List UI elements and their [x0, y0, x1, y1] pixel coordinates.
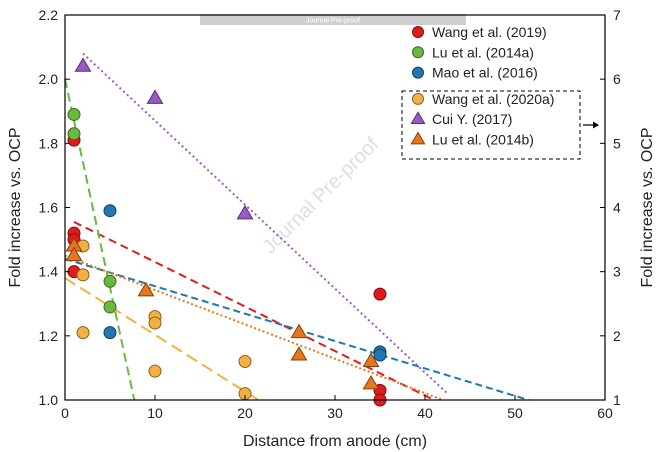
x-axis-ticks: 0 10 20 30 40 50 60 — [61, 395, 613, 421]
fit-line-wang-et-al-2020a — [64, 277, 260, 401]
x-tick-label: 40 — [417, 405, 433, 421]
watermark-banner-text: Journal Pre-proof — [306, 18, 360, 25]
fit-line-wang-et-al-2019 — [73, 221, 435, 401]
y2-tick-label: 5 — [613, 135, 621, 151]
data-point-lu-et-al-2014a — [67, 127, 81, 141]
data-point-mao-et-al-2016 — [103, 326, 117, 340]
legend-marker-mao-et-al-2016 — [412, 66, 424, 79]
data-point-lu-et-al-2014b — [65, 246, 83, 262]
data-point-lu-et-al-2014a — [103, 300, 117, 314]
legend-marker-wang-et-al-2019 — [412, 26, 424, 38]
y2-tick-label: 1 — [613, 392, 621, 408]
x-tick-label: 30 — [327, 405, 343, 421]
fit-line-cui-y-2017 — [82, 52, 449, 395]
x-tick-label: 60 — [597, 405, 613, 421]
y-tick-label: 1.6 — [39, 200, 59, 216]
y2-tick-label: 2 — [613, 328, 621, 344]
x-tick-label: 20 — [237, 405, 253, 421]
legend-label-cui-y-2017: Cui Y. (2017) — [432, 111, 512, 127]
data-point-lu-et-al-2014b — [362, 352, 380, 367]
watermark-banner — [200, 14, 466, 25]
x-tick-label: 0 — [61, 405, 69, 421]
y-tick-label: 1.4 — [39, 264, 59, 280]
x-tick-label: 50 — [507, 405, 523, 421]
y2-axis-title: Fold increase vs. OCP — [639, 127, 656, 287]
legend-marker-lu-et-al-2014b — [410, 131, 426, 145]
data-point-wang-et-al-2020a — [76, 326, 90, 340]
legend-label-lu-et-al-2014a: Lu et al. (2014a) — [432, 44, 534, 60]
y-tick-label: 2.2 — [39, 7, 59, 23]
y2-tick-label: 3 — [613, 264, 621, 280]
y-tick-label: 1.8 — [39, 135, 59, 151]
data-point-cui-y-2017 — [146, 89, 164, 104]
data-point-wang-et-al-2020a — [238, 355, 252, 368]
y2-tick-label: 6 — [613, 71, 621, 87]
y-tick-label: 2.0 — [39, 71, 59, 87]
data-point-lu-et-al-2014b — [137, 281, 155, 297]
data-points — [65, 57, 387, 407]
x-tick-label: 10 — [147, 405, 163, 421]
legend-label-lu-et-al-2014b: Lu et al. (2014b) — [432, 132, 534, 148]
legend-marker-lu-et-al-2014a — [412, 46, 424, 59]
data-point-lu-et-al-2014b — [290, 323, 308, 339]
fit-line-lu-et-al-2014a — [64, 78, 136, 401]
y-axis-ticks: 1.0 1.2 1.4 1.6 1.8 2.0 2.2 — [39, 7, 70, 408]
legend-label-mao-et-al-2016: Mao et al. (2016) — [432, 65, 538, 81]
data-point-lu-et-al-2014b — [362, 374, 380, 390]
y-tick-label: 1.0 — [39, 392, 59, 408]
data-point-lu-et-al-2014a — [67, 107, 81, 121]
data-point-cui-y-2017 — [236, 204, 254, 220]
legend-marker-cui-y-2017 — [410, 111, 426, 125]
secondary-axis-arrow-icon — [583, 121, 599, 129]
y2-tick-label: 7 — [613, 7, 621, 23]
y-tick-label: 1.2 — [39, 328, 59, 344]
y-axis-title: Fold increase vs. OCP — [7, 127, 24, 287]
x-axis-title: Distance from anode (cm) — [243, 433, 427, 450]
data-point-lu-et-al-2014b — [290, 346, 308, 361]
legend-marker-wang-et-al-2020a — [412, 92, 424, 105]
legend: Wang et al. (2019) Lu et al. (2014a) Mao e… — [401, 24, 599, 160]
data-point-wang-et-al-2020a — [76, 268, 90, 282]
legend-secondary-box — [401, 90, 581, 160]
legend-label-wang-et-al-2020a: Wang et al. (2020a) — [432, 91, 554, 107]
data-point-mao-et-al-2016 — [103, 204, 117, 218]
y2-axis-ticks: 1 2 3 4 5 6 7 — [600, 7, 621, 408]
y2-tick-label: 4 — [613, 200, 621, 216]
data-point-wang-et-al-2019 — [373, 287, 387, 301]
data-point-wang-et-al-2020a — [148, 364, 162, 378]
data-point-cui-y-2017 — [74, 57, 92, 72]
data-point-lu-et-al-2014a — [103, 274, 117, 288]
data-point-wang-et-al-2020a — [148, 316, 162, 330]
legend-label-wang-et-al-2019: Wang et al. (2019) — [432, 24, 547, 40]
data-point-mao-et-al-2016 — [373, 348, 387, 362]
